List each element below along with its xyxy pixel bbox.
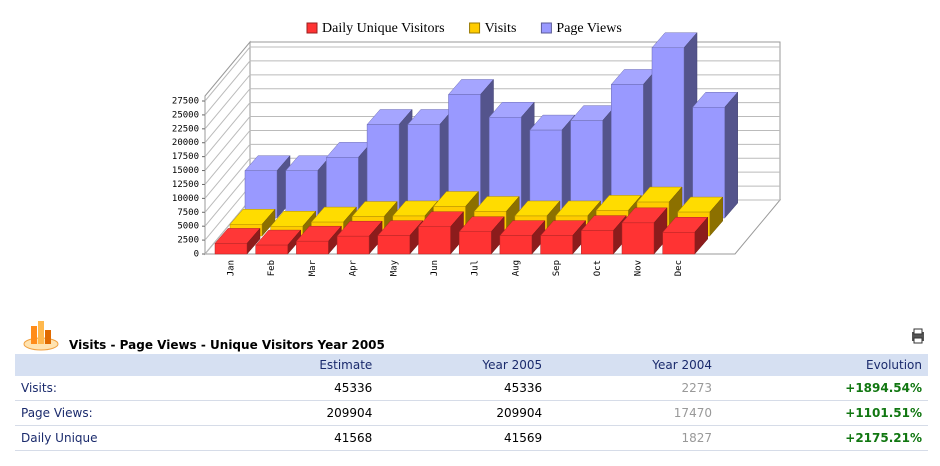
- table-title: Visits - Page Views - Unique Visitors Ye…: [69, 338, 385, 352]
- x-tick-label: Mar: [308, 259, 318, 276]
- grid-line: [204, 74, 780, 130]
- header-cell: Estimate: [224, 354, 379, 376]
- y-tick-label: 10000: [172, 194, 199, 204]
- grid-line: [204, 60, 780, 116]
- cell: 41569: [378, 425, 549, 451]
- y-tick-label: 5000: [177, 222, 199, 232]
- header-cell: Year 2004: [548, 354, 718, 376]
- cell: 209904: [378, 400, 549, 426]
- y-tick-label: 12500: [172, 180, 199, 190]
- cell: +1101.51%: [717, 400, 928, 426]
- stats-table: Estimate Year 2005 Year 2004 Evolution Visi…: [15, 354, 928, 451]
- header-cell: Evolution: [717, 354, 928, 376]
- y-tick-label: 2500: [177, 236, 199, 246]
- y-tick-label: 15000: [172, 166, 199, 176]
- cell: 17470: [548, 400, 718, 426]
- icon: [23, 321, 59, 351]
- legend-swatch: [540, 22, 552, 34]
- bar: [499, 235, 533, 255]
- grid-line: [204, 88, 780, 144]
- bar: [285, 170, 318, 219]
- row-label: Page Views:: [15, 400, 225, 426]
- row-label: Daily Unique: [15, 425, 225, 451]
- cell: 41568: [224, 425, 379, 451]
- x-tick-label: Apr: [349, 259, 359, 276]
- cell: +2175.21%: [717, 425, 928, 451]
- x-tick-label: Nov: [634, 260, 644, 276]
- y-tick-label: 22500: [172, 124, 199, 134]
- bar: [458, 231, 492, 255]
- x-tick-label: Jan: [227, 260, 237, 276]
- y-tick-label: 25000: [172, 110, 199, 120]
- bar: [540, 235, 573, 255]
- bar: [662, 232, 695, 255]
- grid-line: [204, 102, 780, 157]
- legend-label: Visits: [485, 21, 517, 36]
- legend-label: Daily Unique Visitors: [322, 21, 445, 36]
- bar: [214, 243, 248, 255]
- cell: 45336: [224, 376, 379, 401]
- bar: [377, 235, 411, 255]
- bar: [255, 244, 288, 255]
- legend-swatch: [306, 22, 318, 34]
- bar: [418, 226, 451, 255]
- x-tick-label: Aug: [511, 260, 521, 276]
- header-cell: Year 2005: [378, 354, 549, 376]
- bar: [296, 240, 329, 255]
- legend-label: Page Views: [556, 21, 621, 36]
- table-row: Visits: 45336 45336 2273 +1894.54%: [15, 376, 928, 401]
- cell: 209904: [224, 400, 379, 426]
- y-tick-label: 17500: [172, 152, 199, 162]
- x-tick-label: May: [389, 259, 399, 276]
- header-cell: [15, 354, 225, 376]
- x-tick-label: Sep: [552, 260, 562, 276]
- y-tick-label: 20000: [172, 138, 199, 148]
- bar: [336, 235, 370, 255]
- grid-line: [204, 46, 780, 102]
- x-tick-label: Oct: [593, 260, 603, 276]
- x-tick-label: Dec: [674, 260, 684, 276]
- header-row: Estimate Year 2005 Year 2004 Evolution: [15, 354, 928, 376]
- bar: [581, 230, 614, 255]
- chart: 0 2500 5000 7500 10000 12500 15000 17500 20000 22…: [172, 21, 782, 276]
- y-tick-label: 27500: [172, 97, 199, 107]
- y-tick-label: 0: [194, 250, 199, 260]
- bar-side: [724, 91, 738, 219]
- row-label: Visits:: [15, 376, 225, 401]
- bar: [621, 222, 655, 255]
- print-icon[interactable]: [910, 328, 926, 344]
- y-tick-label: 7500: [177, 208, 199, 218]
- legend-swatch: [469, 22, 481, 34]
- x-tick-label: Feb: [267, 260, 277, 276]
- x-tick-label: Jul: [471, 260, 481, 276]
- cell: 45336: [378, 376, 549, 401]
- table-row: Page Views: 209904 209904 17470 +1101.51%: [15, 400, 928, 426]
- cell: 1827: [548, 425, 718, 451]
- cell: 2273: [548, 376, 718, 401]
- x-tick-label: Jun: [430, 260, 440, 276]
- table-row: Daily Unique 41568 41569 1827 +2175.21%: [15, 425, 928, 451]
- cell: +1894.54%: [717, 376, 928, 401]
